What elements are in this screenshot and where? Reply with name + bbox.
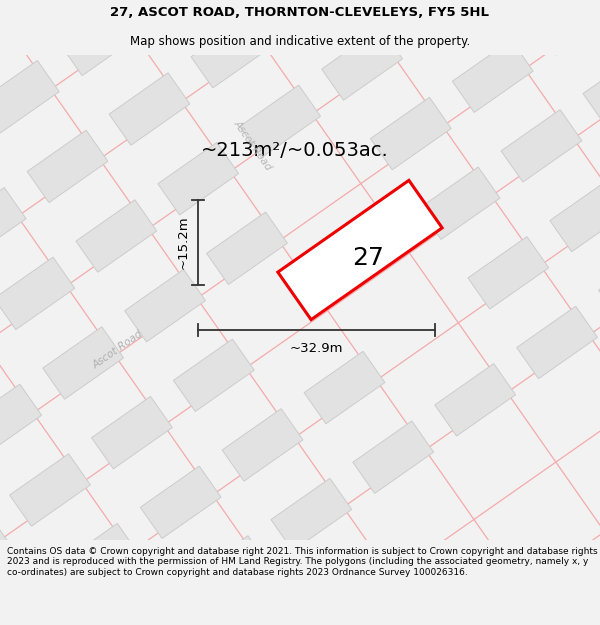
Polygon shape: [534, 0, 600, 55]
Polygon shape: [353, 421, 434, 493]
Polygon shape: [10, 454, 91, 526]
Polygon shape: [27, 130, 108, 202]
Polygon shape: [0, 384, 41, 457]
Polygon shape: [583, 52, 600, 125]
Polygon shape: [0, 511, 8, 584]
Text: Map shows position and indicative extent of the property.: Map shows position and indicative extent…: [130, 35, 470, 48]
Polygon shape: [322, 28, 403, 100]
Polygon shape: [517, 306, 598, 379]
Polygon shape: [61, 3, 141, 76]
Polygon shape: [278, 181, 442, 319]
Polygon shape: [435, 364, 515, 436]
Polygon shape: [109, 73, 190, 145]
Polygon shape: [222, 409, 303, 481]
Polygon shape: [158, 142, 239, 215]
Polygon shape: [501, 109, 582, 182]
Text: ~15.2m: ~15.2m: [177, 216, 190, 269]
Polygon shape: [0, 257, 75, 329]
Polygon shape: [599, 249, 600, 321]
Polygon shape: [76, 200, 157, 272]
Text: Ascot Road: Ascot Road: [91, 329, 145, 371]
Polygon shape: [419, 167, 500, 239]
Polygon shape: [0, 61, 59, 133]
Polygon shape: [0, 0, 10, 63]
Text: 27: 27: [352, 246, 384, 270]
Polygon shape: [206, 212, 287, 284]
Polygon shape: [140, 466, 221, 539]
Polygon shape: [468, 237, 549, 309]
Polygon shape: [125, 269, 205, 342]
Polygon shape: [43, 327, 124, 399]
Text: ~32.9m: ~32.9m: [290, 342, 343, 355]
Polygon shape: [189, 536, 270, 608]
Polygon shape: [370, 98, 451, 170]
Polygon shape: [58, 523, 139, 596]
Polygon shape: [92, 396, 172, 469]
Text: Ascot Road: Ascot Road: [232, 118, 274, 172]
Polygon shape: [550, 179, 600, 252]
Text: ~213m²/~0.053ac.: ~213m²/~0.053ac.: [201, 141, 389, 159]
Polygon shape: [404, 0, 484, 42]
Text: 27, ASCOT ROAD, THORNTON-CLEVELEYS, FY5 5HL: 27, ASCOT ROAD, THORNTON-CLEVELEYS, FY5 …: [110, 6, 490, 19]
Polygon shape: [191, 16, 272, 88]
Polygon shape: [271, 478, 352, 551]
Polygon shape: [240, 85, 320, 158]
Polygon shape: [452, 40, 533, 112]
Polygon shape: [304, 351, 385, 424]
Text: Contains OS data © Crown copyright and database right 2021. This information is : Contains OS data © Crown copyright and d…: [7, 547, 598, 577]
Polygon shape: [173, 339, 254, 411]
Polygon shape: [0, 188, 26, 260]
